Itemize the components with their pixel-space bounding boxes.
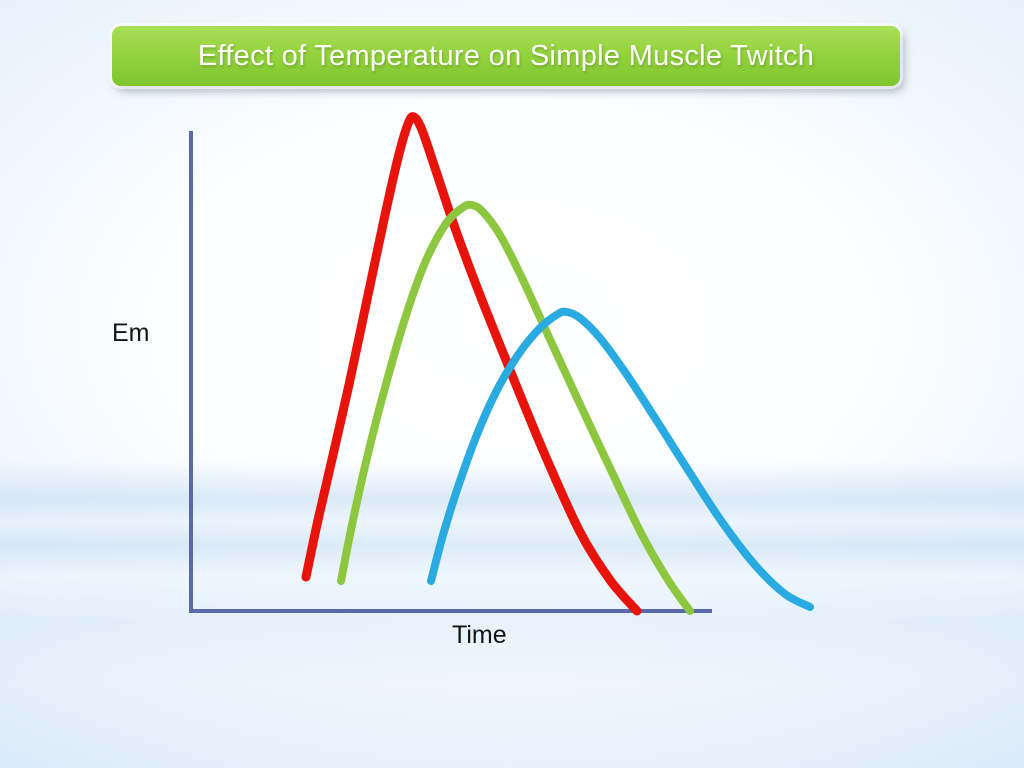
x-axis-label: Time xyxy=(452,621,507,649)
slide-title: Effect of Temperature on Simple Muscle T… xyxy=(197,39,815,72)
blue-curve xyxy=(427,307,814,611)
green-curve xyxy=(337,200,694,615)
red-curve xyxy=(301,112,642,616)
slide-title-box: Effect of Temperature on Simple Muscle T… xyxy=(112,26,900,86)
y-axis-label: Em xyxy=(112,319,150,347)
